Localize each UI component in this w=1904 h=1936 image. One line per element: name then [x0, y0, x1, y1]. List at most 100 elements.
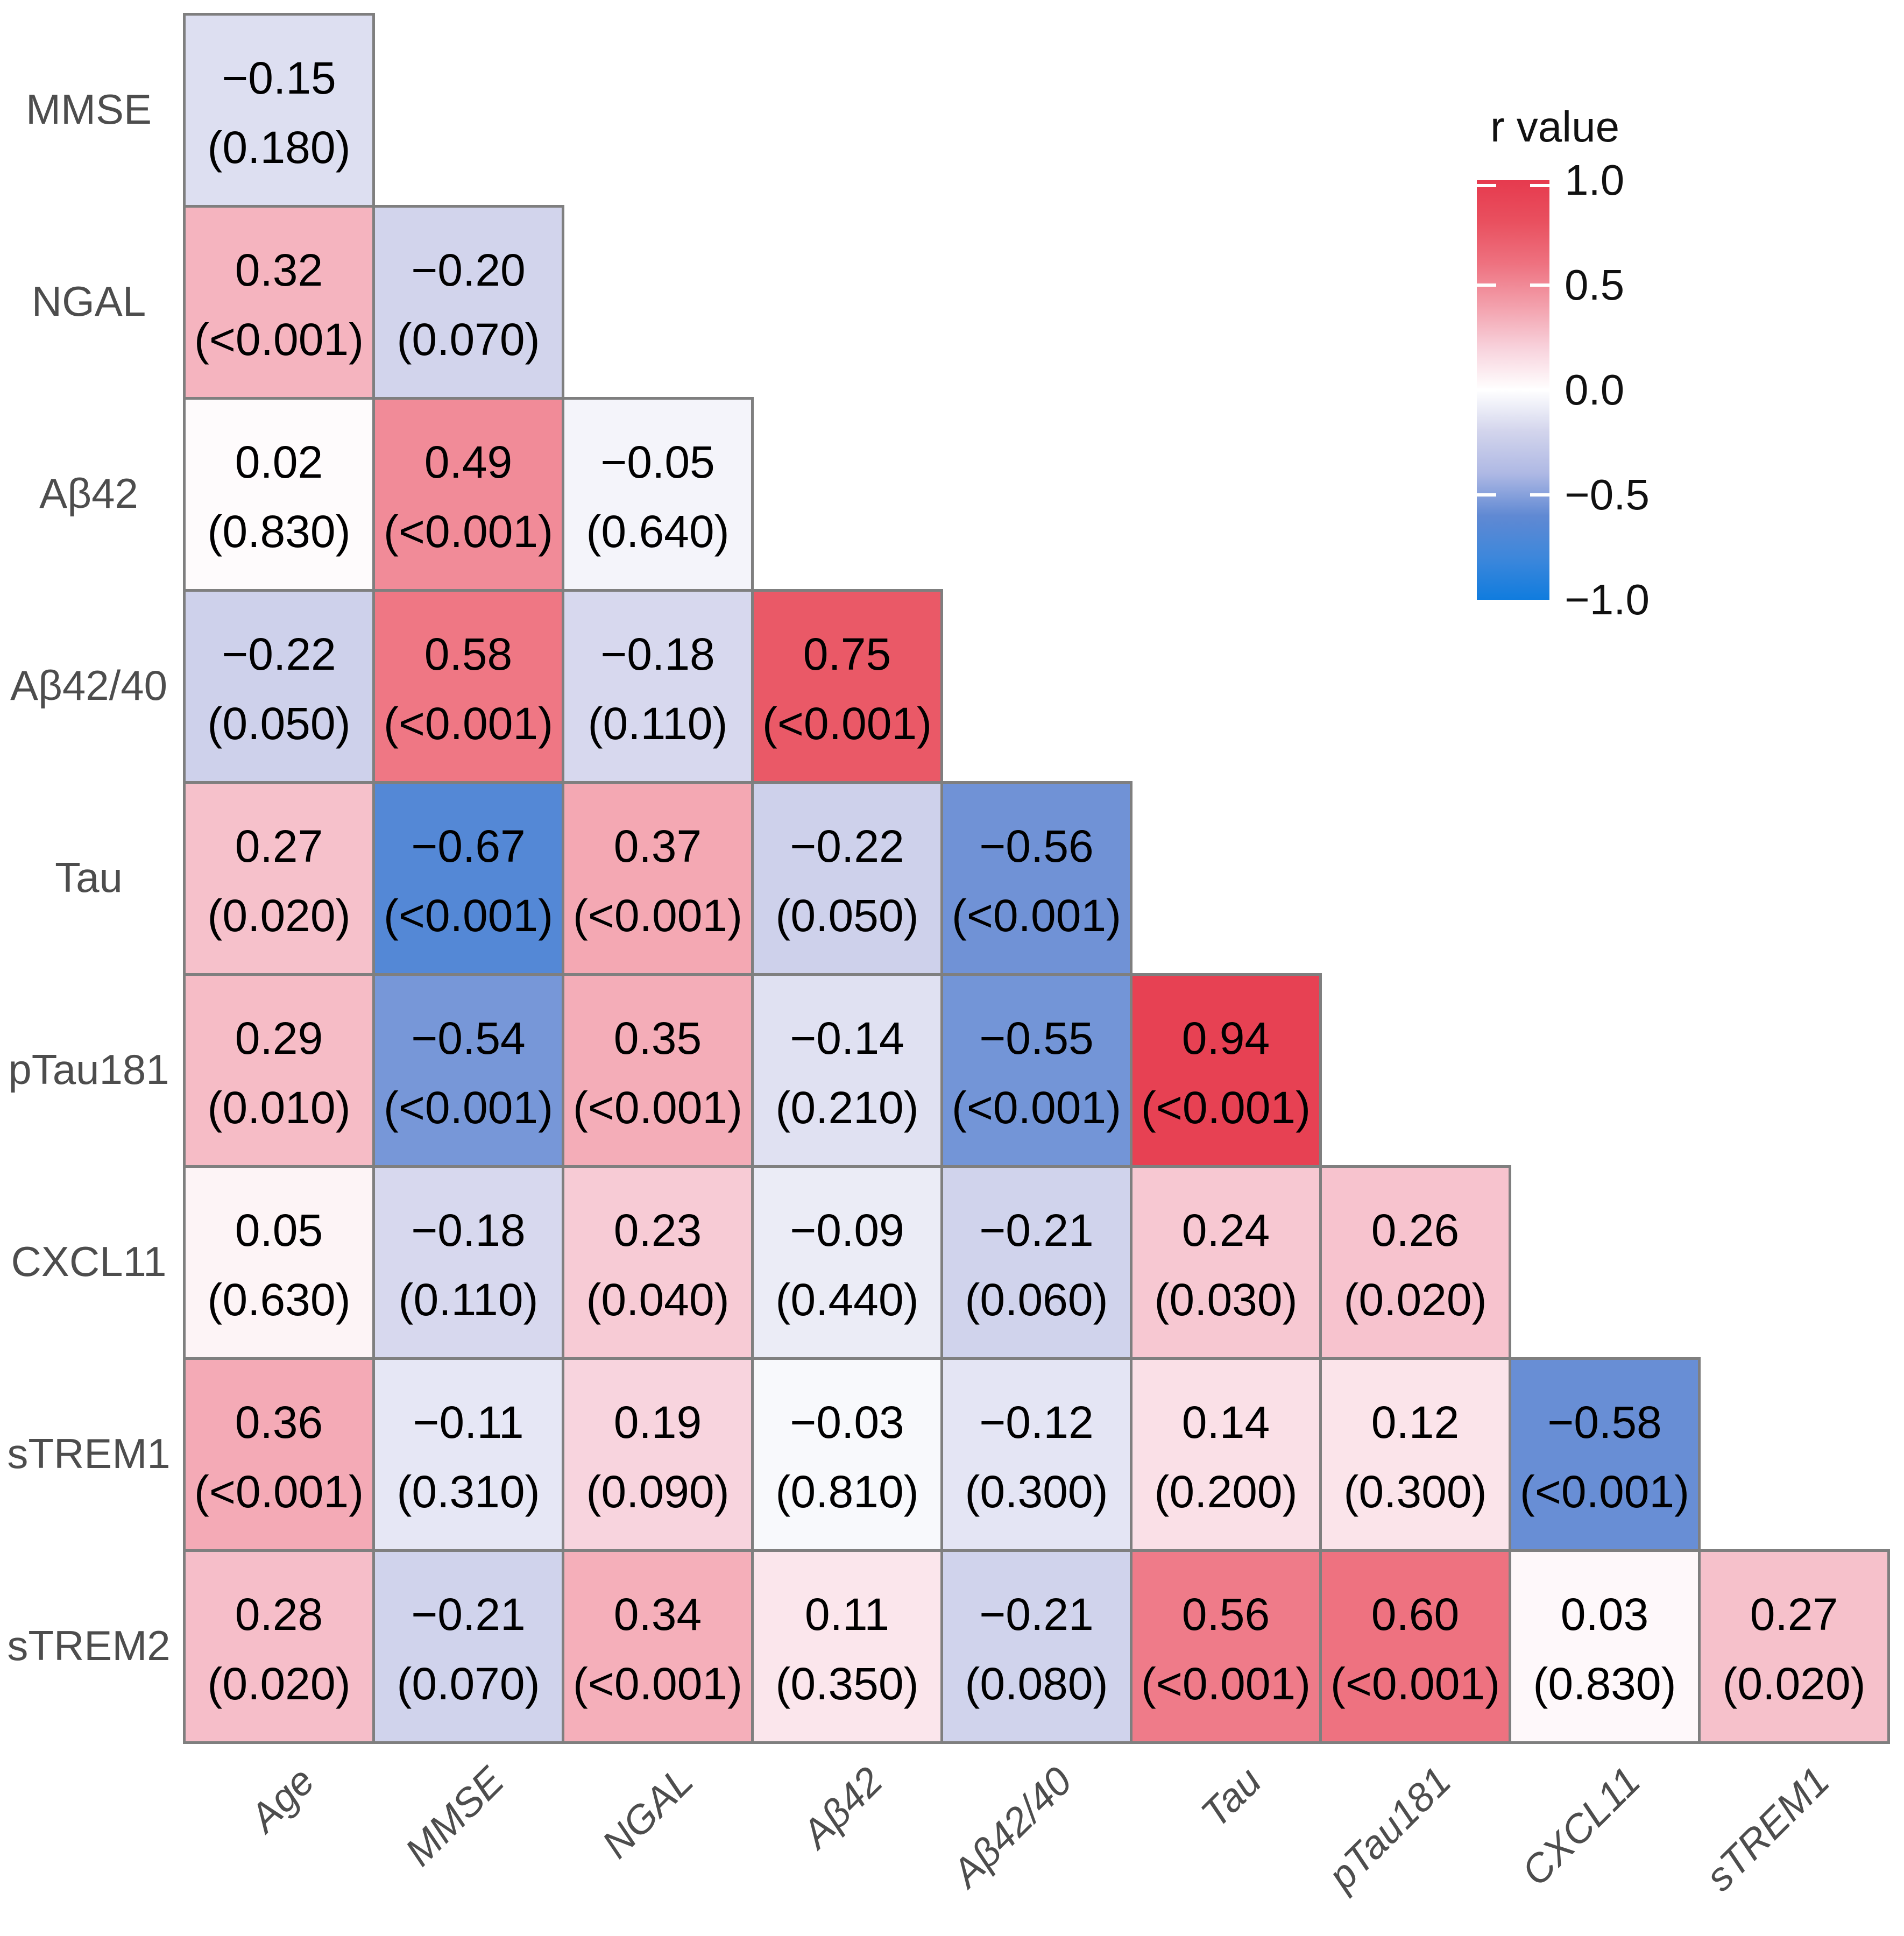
- cell-p-value: (<0.001): [1141, 1658, 1311, 1709]
- cell-p-value: (<0.001): [383, 1082, 554, 1133]
- cell-r-value: 0.23: [613, 1204, 702, 1256]
- heatmap-cell: −0.54 (<0.001): [372, 973, 564, 1168]
- cell-r-value: −0.21: [979, 1204, 1094, 1256]
- row-label: Aβ42: [39, 469, 138, 517]
- row-label: NGAL: [31, 277, 146, 325]
- colorbar-tick-mark: [1477, 493, 1496, 497]
- row-label: sTREM1: [7, 1429, 171, 1477]
- cell-r-value: 0.56: [1181, 1588, 1270, 1640]
- heatmap-cell: 0.58 (<0.001): [372, 589, 564, 784]
- cell-p-value: (0.010): [207, 1082, 351, 1133]
- cell-r-value: 0.60: [1371, 1588, 1460, 1640]
- cell-r-value: 0.11: [804, 1588, 890, 1640]
- heatmap-cell: −0.18 (0.110): [562, 589, 754, 784]
- cell-p-value: (0.090): [586, 1466, 730, 1517]
- cell-r-value: −0.14: [790, 1012, 904, 1063]
- cell-r-value: −0.22: [222, 628, 336, 679]
- heatmap-cell: −0.21 (0.060): [940, 1165, 1133, 1360]
- cell-r-value: −0.22: [790, 820, 904, 871]
- heatmap-cell: 0.12 (0.300): [1319, 1357, 1511, 1552]
- row-label: sTREM2: [7, 1621, 171, 1669]
- cell-p-value: (<0.001): [383, 890, 554, 941]
- cell-r-value: −0.12: [979, 1396, 1094, 1448]
- cell-r-value: 0.26: [1371, 1204, 1460, 1256]
- cell-p-value: (<0.001): [572, 890, 743, 941]
- heatmap-cell: 0.02 (0.830): [183, 397, 375, 592]
- colorbar-tick-mark: [1477, 283, 1496, 287]
- cell-r-value: 0.28: [235, 1588, 323, 1640]
- cell-p-value: (<0.001): [1330, 1658, 1500, 1709]
- cell-r-value: 0.32: [235, 244, 323, 295]
- cell-r-value: 0.37: [613, 820, 702, 871]
- cell-p-value: (0.210): [775, 1082, 919, 1133]
- x-axis-label: NGAL: [593, 1758, 702, 1867]
- colorbar-tick-mark: [1530, 283, 1549, 287]
- cell-r-value: 0.14: [1181, 1396, 1270, 1448]
- cell-p-value: (0.640): [586, 506, 730, 557]
- heatmap-cell: 0.94 (<0.001): [1130, 973, 1322, 1168]
- heatmap-cell: −0.09 (0.440): [751, 1165, 943, 1360]
- cell-p-value: (0.310): [397, 1466, 540, 1517]
- cell-p-value: (0.350): [775, 1658, 919, 1709]
- cell-p-value: (0.020): [1722, 1658, 1866, 1709]
- x-axis-label: pTau181: [1319, 1758, 1460, 1899]
- cell-r-value: −0.09: [790, 1204, 904, 1256]
- cell-r-value: −0.03: [790, 1396, 904, 1448]
- cell-r-value: −0.15: [222, 52, 336, 103]
- heatmap-cell: 0.14 (0.200): [1130, 1357, 1322, 1552]
- heatmap-cell: −0.22 (0.050): [751, 781, 943, 976]
- heatmap-cell: 0.34 (<0.001): [562, 1549, 754, 1744]
- cell-p-value: (0.300): [965, 1466, 1108, 1517]
- cell-r-value: −0.67: [411, 820, 526, 871]
- heatmap-cell: −0.22 (0.050): [183, 589, 375, 784]
- heatmap-cell: −0.12 (0.300): [940, 1357, 1133, 1552]
- heatmap-cell: 0.05 (0.630): [183, 1165, 375, 1360]
- heatmap-cell: −0.14 (0.210): [751, 973, 943, 1168]
- heatmap-cell: 0.37 (<0.001): [562, 781, 754, 976]
- cell-r-value: 0.19: [613, 1396, 702, 1448]
- cell-r-value: −0.56: [979, 820, 1094, 871]
- cell-r-value: 0.34: [613, 1588, 702, 1640]
- heatmap-cell: −0.05 (0.640): [562, 397, 754, 592]
- cell-r-value: −0.18: [600, 628, 715, 679]
- cell-r-value: 0.94: [1181, 1012, 1270, 1063]
- cell-r-value: −0.55: [979, 1012, 1094, 1063]
- heatmap-cell: −0.15 (0.180): [183, 13, 375, 208]
- cell-p-value: (0.070): [397, 1658, 540, 1709]
- cell-r-value: −0.18: [411, 1204, 526, 1256]
- cell-p-value: (<0.001): [951, 1082, 1122, 1133]
- cell-p-value: (0.440): [775, 1274, 919, 1325]
- x-axis-label: Tau: [1192, 1758, 1270, 1836]
- cell-r-value: 0.24: [1181, 1204, 1270, 1256]
- x-axis-label: sTREM1: [1697, 1758, 1838, 1899]
- colorbar-tick-mark: [1530, 493, 1549, 497]
- heatmap-cell: −0.18 (0.110): [372, 1165, 564, 1360]
- cell-p-value: (<0.001): [1519, 1466, 1690, 1517]
- colorbar-tick-mark: [1530, 388, 1549, 392]
- legend-tick-label: −1.0: [1565, 576, 1650, 623]
- cell-p-value: (0.110): [398, 1274, 539, 1325]
- heatmap-cell: −0.55 (<0.001): [940, 973, 1133, 1168]
- heatmap-cell: −0.58 (<0.001): [1509, 1357, 1701, 1552]
- heatmap-cell: 0.35 (<0.001): [562, 973, 754, 1168]
- cell-r-value: 0.27: [1750, 1588, 1838, 1640]
- cell-p-value: (0.060): [965, 1274, 1108, 1325]
- heatmap-cell: 0.19 (0.090): [562, 1357, 754, 1552]
- legend-tick-label: 1.0: [1565, 156, 1625, 204]
- colorbar-tick-mark: [1477, 184, 1496, 187]
- heatmap-cell: 0.24 (0.030): [1130, 1165, 1322, 1360]
- colorbar-tick-mark: [1477, 388, 1496, 392]
- cell-p-value: (0.080): [965, 1658, 1108, 1709]
- x-axis-label: Age: [241, 1758, 323, 1840]
- row-label: pTau181: [8, 1045, 169, 1093]
- heatmap-cell: 0.60 (<0.001): [1319, 1549, 1511, 1744]
- cell-p-value: (0.050): [207, 698, 351, 749]
- heatmap-cell: 0.49 (<0.001): [372, 397, 564, 592]
- cell-p-value: (0.020): [1343, 1274, 1487, 1325]
- cell-r-value: 0.58: [424, 628, 513, 679]
- heatmap-cell: −0.03 (0.810): [751, 1357, 943, 1552]
- cell-p-value: (<0.001): [762, 698, 932, 749]
- cell-r-value: 0.75: [803, 628, 891, 679]
- cell-r-value: −0.11: [413, 1396, 524, 1448]
- heatmap-cell: 0.03 (0.830): [1509, 1549, 1701, 1744]
